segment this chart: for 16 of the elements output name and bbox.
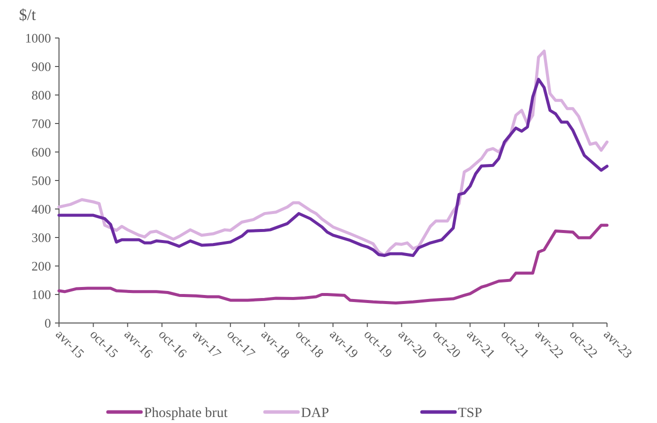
legend-label: DAP: [301, 406, 330, 421]
y-tick-label: 1000: [25, 30, 51, 46]
y-tick-label: 300: [32, 230, 51, 246]
y-tick-label: 0: [44, 316, 51, 331]
legend-label: TSP: [458, 406, 482, 421]
line-series: [58, 224, 608, 305]
y-tick-label: 100: [32, 287, 51, 302]
y-tick-label: 900: [32, 59, 51, 74]
y-tick-label: 800: [32, 88, 51, 103]
y-tick-label: 500: [32, 173, 51, 188]
y-tick-label: 700: [32, 116, 51, 132]
y-tick-label: 200: [32, 258, 51, 274]
y-axis-title: $/t: [19, 7, 36, 24]
legend-label: Phosphate brut: [144, 406, 228, 421]
y-tick-label: 600: [32, 144, 51, 160]
y-tick-label: 400: [32, 202, 51, 217]
